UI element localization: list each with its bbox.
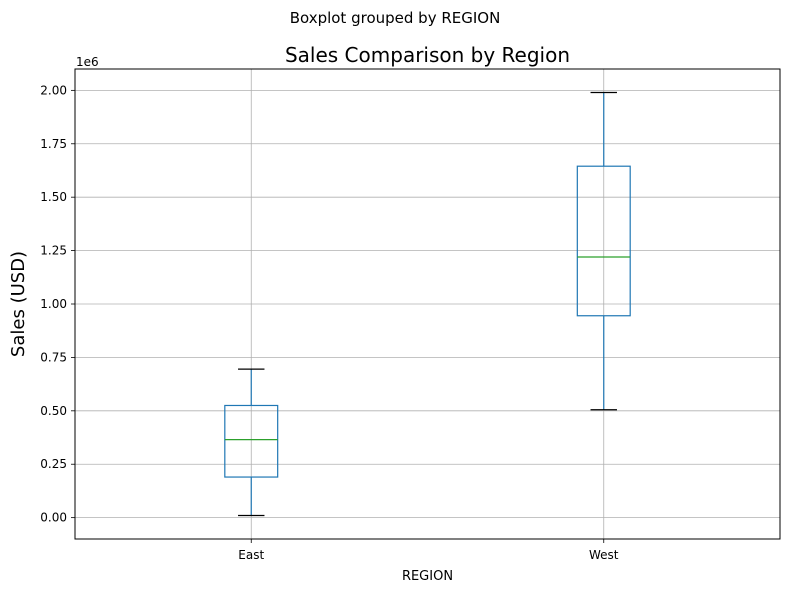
- chart-suptitle: Boxplot grouped by REGION: [290, 9, 501, 27]
- x-tick-label: East: [238, 548, 264, 562]
- x-tick-label: West: [589, 548, 619, 562]
- y-tick-label: 0.50: [40, 404, 67, 418]
- chart-title: Sales Comparison by Region: [285, 43, 570, 67]
- y-tick-label: 1.25: [40, 244, 67, 258]
- y-tick-label: 1.00: [40, 297, 67, 311]
- y-tick-label: 1.75: [40, 137, 67, 151]
- box-west: [576, 91, 631, 411]
- y-axis-label: Sales (USD): [8, 251, 29, 357]
- y-tick-label: 1.50: [40, 190, 67, 204]
- box-layer: [224, 91, 631, 517]
- iqr-box: [576, 165, 631, 317]
- y-tick-label: 0.25: [40, 457, 67, 471]
- plot-frame: [74, 68, 781, 540]
- box-east: [224, 368, 279, 517]
- x-axis-label: REGION: [402, 569, 453, 584]
- y-tick-label: 0.00: [40, 511, 67, 525]
- y-tick-label: 2.00: [40, 83, 67, 97]
- y-offset-text: 1e6: [76, 55, 99, 69]
- iqr-box: [224, 404, 279, 478]
- y-tick-label: 0.75: [40, 350, 67, 364]
- tick-layer: 0.00 0.25 0.50 0.75 1.00 1.25 1.50 1.75 2.00 East…: [40, 83, 619, 562]
- grid-layer: [75, 69, 780, 539]
